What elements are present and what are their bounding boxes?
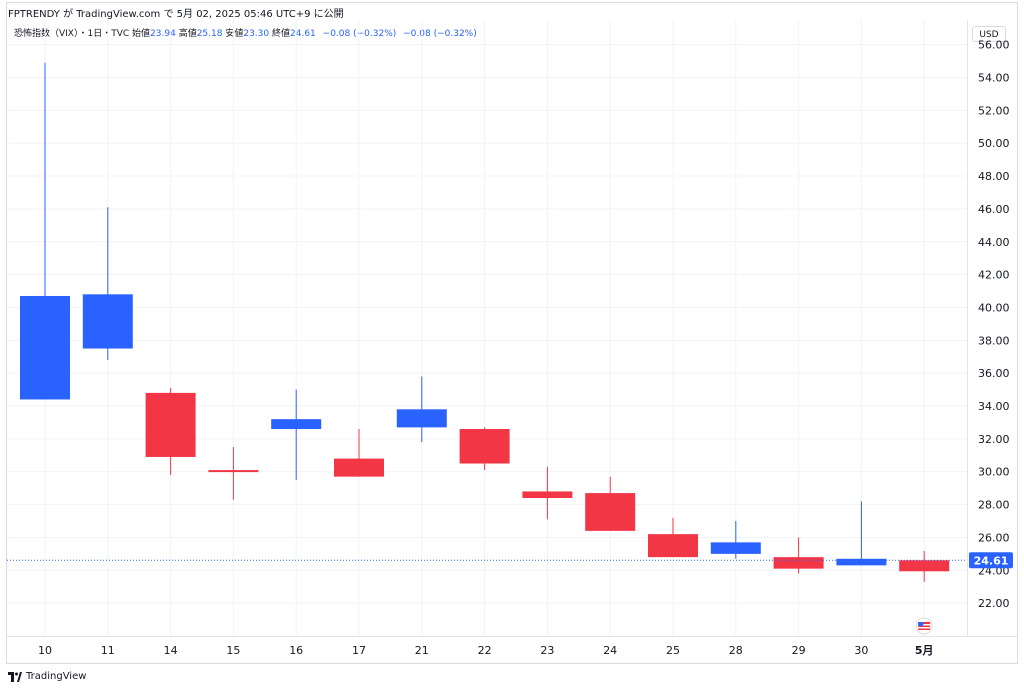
x-tick-label: 11: [101, 644, 115, 657]
price-axis-border: [967, 20, 968, 637]
open-label: 始値: [132, 29, 151, 39]
candle-body: [459, 429, 510, 464]
footer-brand[interactable]: TradingView: [26, 671, 87, 682]
x-tick-label: 22: [478, 644, 492, 657]
flag-stripe-white: [918, 627, 931, 629]
x-tick-label: 28: [729, 644, 743, 657]
x-tick-label: 14: [164, 644, 178, 657]
candle-layer: [20, 62, 950, 582]
candle: [648, 517, 698, 558]
us-flag-event-icon: [915, 617, 933, 635]
y-tick-label: 40.00: [978, 301, 1010, 314]
candle: [334, 429, 384, 477]
y-tick-label: 36.00: [978, 367, 1010, 380]
candle-body: [899, 560, 950, 572]
candle-body: [648, 534, 698, 558]
y-tick-label: 52.00: [978, 104, 1010, 117]
footer: TradingView: [8, 671, 86, 682]
candle: [208, 447, 259, 500]
axis-layer: 22.0024.0026.0028.0030.0032.0034.0036.00…: [7, 39, 1013, 657]
y-tick-label: 46.00: [978, 203, 1010, 216]
high-label: 高値: [178, 29, 197, 39]
candle-body: [271, 419, 322, 430]
candle: [710, 521, 761, 559]
change-value-2: −0.08 (−0.32%): [403, 29, 477, 39]
x-tick-label: 21: [415, 644, 429, 657]
y-tick-label: 32.00: [978, 433, 1010, 446]
candle-body: [334, 458, 384, 477]
close-label: 終値: [272, 29, 291, 39]
flag-stripe-white: [918, 624, 931, 626]
candle-body: [145, 392, 196, 457]
candle: [20, 62, 70, 400]
y-tick-label: 50.00: [978, 137, 1010, 150]
flag-canton: [918, 622, 924, 626]
y-tick-label: 22.00: [978, 597, 1010, 610]
candle: [836, 501, 887, 566]
last-price-badge: [969, 552, 1013, 569]
high-value: 25.18: [196, 29, 223, 39]
x-tick-label: 23: [540, 644, 554, 657]
time-axis-border: [7, 636, 1017, 637]
candle-body: [836, 558, 887, 566]
y-tick-label: 26.00: [978, 531, 1010, 544]
candle: [585, 476, 636, 531]
candle: [459, 427, 510, 471]
x-tick-label: 24: [603, 644, 617, 657]
y-tick-label: 56.00: [978, 39, 1010, 52]
candle-body: [20, 295, 70, 400]
candle: [396, 376, 447, 443]
candle: [899, 550, 950, 582]
open-value: 23.94: [150, 29, 176, 39]
symbol-label[interactable]: 恐怖指数（VIX）・1日・TVC: [14, 29, 130, 39]
candle-body: [710, 542, 761, 554]
candle: [82, 207, 133, 361]
candle-body: [208, 470, 259, 473]
candle-body: [585, 493, 636, 531]
x-tick-label: 10: [38, 644, 52, 657]
candle: [522, 466, 573, 520]
x-tick-label: 15: [226, 644, 240, 657]
candle-body: [396, 409, 447, 428]
last-price-label: 24.61: [974, 554, 1009, 567]
low-label: 安値: [225, 29, 244, 39]
x-tick-label: 16: [289, 644, 303, 657]
low-value: 23.30: [243, 29, 270, 39]
candle-body: [522, 491, 573, 499]
y-tick-label: 54.00: [978, 71, 1010, 84]
candle-body: [82, 294, 133, 349]
candle-body: [773, 557, 824, 569]
currency-button[interactable]: USD: [972, 26, 1006, 42]
flag-stripes: [918, 622, 931, 630]
candle: [145, 387, 196, 476]
close-value: 24.61: [290, 29, 316, 39]
y-tick-label: 38.00: [978, 334, 1010, 347]
y-tick-label: 48.00: [978, 170, 1010, 183]
y-tick-label: 44.00: [978, 236, 1010, 249]
x-tick-label: 25: [666, 644, 680, 657]
y-tick-label: 42.00: [978, 269, 1010, 282]
y-tick-label: 28.00: [978, 499, 1010, 512]
candle: [773, 537, 824, 574]
chart-frame: [6, 2, 1018, 664]
tradingview-logo-icon: [8, 671, 22, 682]
grid-layer: [7, 20, 967, 636]
y-tick-label: 34.00: [978, 400, 1010, 413]
publish-caption: FPTRENDY が TradingView.com で 5月 02, 2025…: [8, 9, 344, 20]
x-tick-label: 17: [352, 644, 366, 657]
x-tick-label: 30: [854, 644, 868, 657]
x-tick-label: 29: [792, 644, 806, 657]
candle: [271, 389, 322, 480]
y-tick-label: 30.00: [978, 466, 1010, 479]
x-tick-label: 5月: [915, 644, 934, 657]
